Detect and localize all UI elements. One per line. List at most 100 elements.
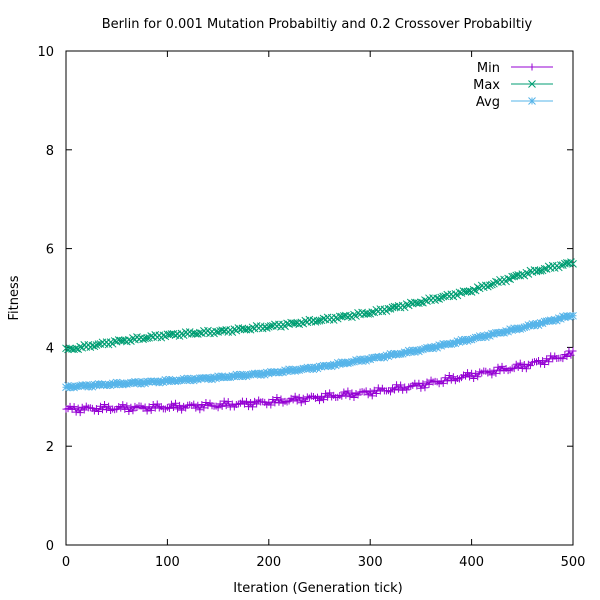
series-point <box>492 369 500 377</box>
series-point <box>143 377 151 386</box>
series-point <box>323 362 332 370</box>
series-point <box>541 361 549 369</box>
series-point <box>374 352 383 361</box>
series-point <box>317 362 326 371</box>
series-point <box>228 371 237 380</box>
y-tick-label: 8 <box>46 144 54 159</box>
series-point <box>506 325 514 333</box>
y-axis-label: Fitness <box>7 275 22 320</box>
series-point <box>496 329 504 337</box>
series-point <box>80 406 88 414</box>
series-point <box>546 316 555 325</box>
series-point <box>191 374 200 383</box>
series-point <box>550 315 559 324</box>
series-point <box>72 408 80 416</box>
series-point <box>311 363 320 372</box>
series-point <box>415 379 423 387</box>
plot-border <box>65 50 574 546</box>
series-point <box>402 300 411 308</box>
series-point <box>447 340 456 349</box>
series-point <box>252 370 261 379</box>
series-point <box>275 368 283 377</box>
series-point <box>210 373 218 382</box>
series-point <box>176 401 184 409</box>
series-point <box>153 400 161 408</box>
series-point <box>395 385 403 393</box>
series-point <box>539 357 547 365</box>
x-tick-label: 0 <box>62 555 70 570</box>
series-point <box>425 380 433 388</box>
series-point <box>76 409 84 417</box>
series-point <box>173 376 182 385</box>
series-point <box>271 399 279 407</box>
series-point <box>129 407 137 415</box>
series-point <box>76 381 85 390</box>
series-point <box>512 325 521 334</box>
series-point <box>322 390 330 398</box>
series-point <box>293 397 301 405</box>
series-avg <box>62 311 577 392</box>
series-point <box>524 321 533 329</box>
series-point <box>273 394 281 402</box>
series-point <box>378 352 387 361</box>
series-point <box>145 378 154 386</box>
x-tick-label: 100 <box>155 555 180 570</box>
series-point <box>536 267 545 275</box>
series-point <box>344 359 352 368</box>
series-point <box>348 389 356 397</box>
series-point <box>514 363 522 371</box>
series-point <box>439 340 448 348</box>
series-point <box>470 374 478 382</box>
series-point <box>289 396 297 404</box>
series-point <box>149 400 157 408</box>
x-tick-label: 500 <box>561 555 586 570</box>
x-tick-label: 400 <box>459 555 484 570</box>
series-point <box>569 347 577 355</box>
series-point <box>94 340 103 348</box>
series-point <box>563 352 571 360</box>
series-point <box>66 383 74 392</box>
series-point <box>386 350 395 358</box>
series-point <box>169 376 178 385</box>
series-point <box>350 393 358 401</box>
series-point <box>522 268 531 277</box>
series-point <box>297 399 305 407</box>
series-point <box>250 369 259 378</box>
axes: 0 100 200 300 400 500 0 2 4 6 8 10 <box>37 45 585 570</box>
series-point <box>248 370 257 378</box>
series-point <box>179 374 188 383</box>
series-point <box>465 287 474 295</box>
series-point <box>315 316 324 325</box>
series-min <box>62 347 577 417</box>
series-point <box>90 342 99 351</box>
series-point <box>490 330 498 338</box>
series-point <box>425 344 433 353</box>
series-point <box>68 382 76 391</box>
series-point <box>473 283 482 292</box>
y-tick-label: 6 <box>46 243 54 258</box>
y-tick-label: 4 <box>46 341 54 356</box>
series-point <box>267 401 275 409</box>
series-point <box>202 373 210 382</box>
series-point <box>291 392 299 400</box>
series-max <box>62 258 577 354</box>
series-point <box>565 312 573 321</box>
series-point <box>569 260 577 268</box>
series-point <box>195 328 204 337</box>
series-point <box>94 408 102 416</box>
series-point <box>244 325 253 333</box>
series-point <box>266 367 275 376</box>
series-point <box>419 380 427 388</box>
series-point <box>559 355 567 363</box>
series-point <box>90 380 99 389</box>
series-point <box>372 390 380 398</box>
series-point <box>102 381 111 390</box>
series-point <box>471 286 480 295</box>
series-point <box>346 358 354 367</box>
series-point <box>291 367 300 375</box>
series-point <box>214 328 222 336</box>
series-point <box>397 381 405 389</box>
series-point <box>295 366 304 375</box>
series-point <box>104 380 113 389</box>
